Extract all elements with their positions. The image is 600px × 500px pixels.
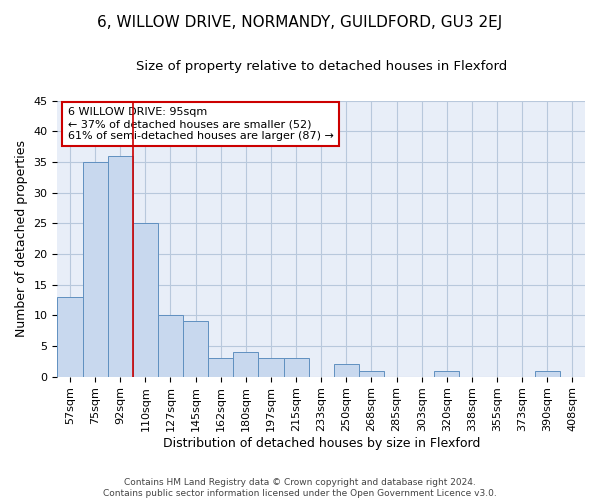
Y-axis label: Number of detached properties: Number of detached properties bbox=[15, 140, 28, 337]
Text: 6 WILLOW DRIVE: 95sqm
← 37% of detached houses are smaller (52)
61% of semi-deta: 6 WILLOW DRIVE: 95sqm ← 37% of detached … bbox=[68, 108, 334, 140]
Bar bbox=[334, 364, 359, 376]
Bar bbox=[183, 322, 208, 376]
Bar bbox=[208, 358, 233, 376]
Bar bbox=[359, 370, 384, 376]
Text: Contains HM Land Registry data © Crown copyright and database right 2024.
Contai: Contains HM Land Registry data © Crown c… bbox=[103, 478, 497, 498]
Bar bbox=[83, 162, 107, 376]
Bar bbox=[284, 358, 308, 376]
Text: 6, WILLOW DRIVE, NORMANDY, GUILDFORD, GU3 2EJ: 6, WILLOW DRIVE, NORMANDY, GUILDFORD, GU… bbox=[97, 15, 503, 30]
Bar bbox=[233, 352, 259, 376]
X-axis label: Distribution of detached houses by size in Flexford: Distribution of detached houses by size … bbox=[163, 437, 480, 450]
Title: Size of property relative to detached houses in Flexford: Size of property relative to detached ho… bbox=[136, 60, 507, 73]
Bar bbox=[107, 156, 133, 376]
Bar bbox=[158, 316, 183, 376]
Bar bbox=[133, 224, 158, 376]
Bar bbox=[58, 297, 83, 376]
Bar bbox=[434, 370, 460, 376]
Bar bbox=[535, 370, 560, 376]
Bar bbox=[259, 358, 284, 376]
